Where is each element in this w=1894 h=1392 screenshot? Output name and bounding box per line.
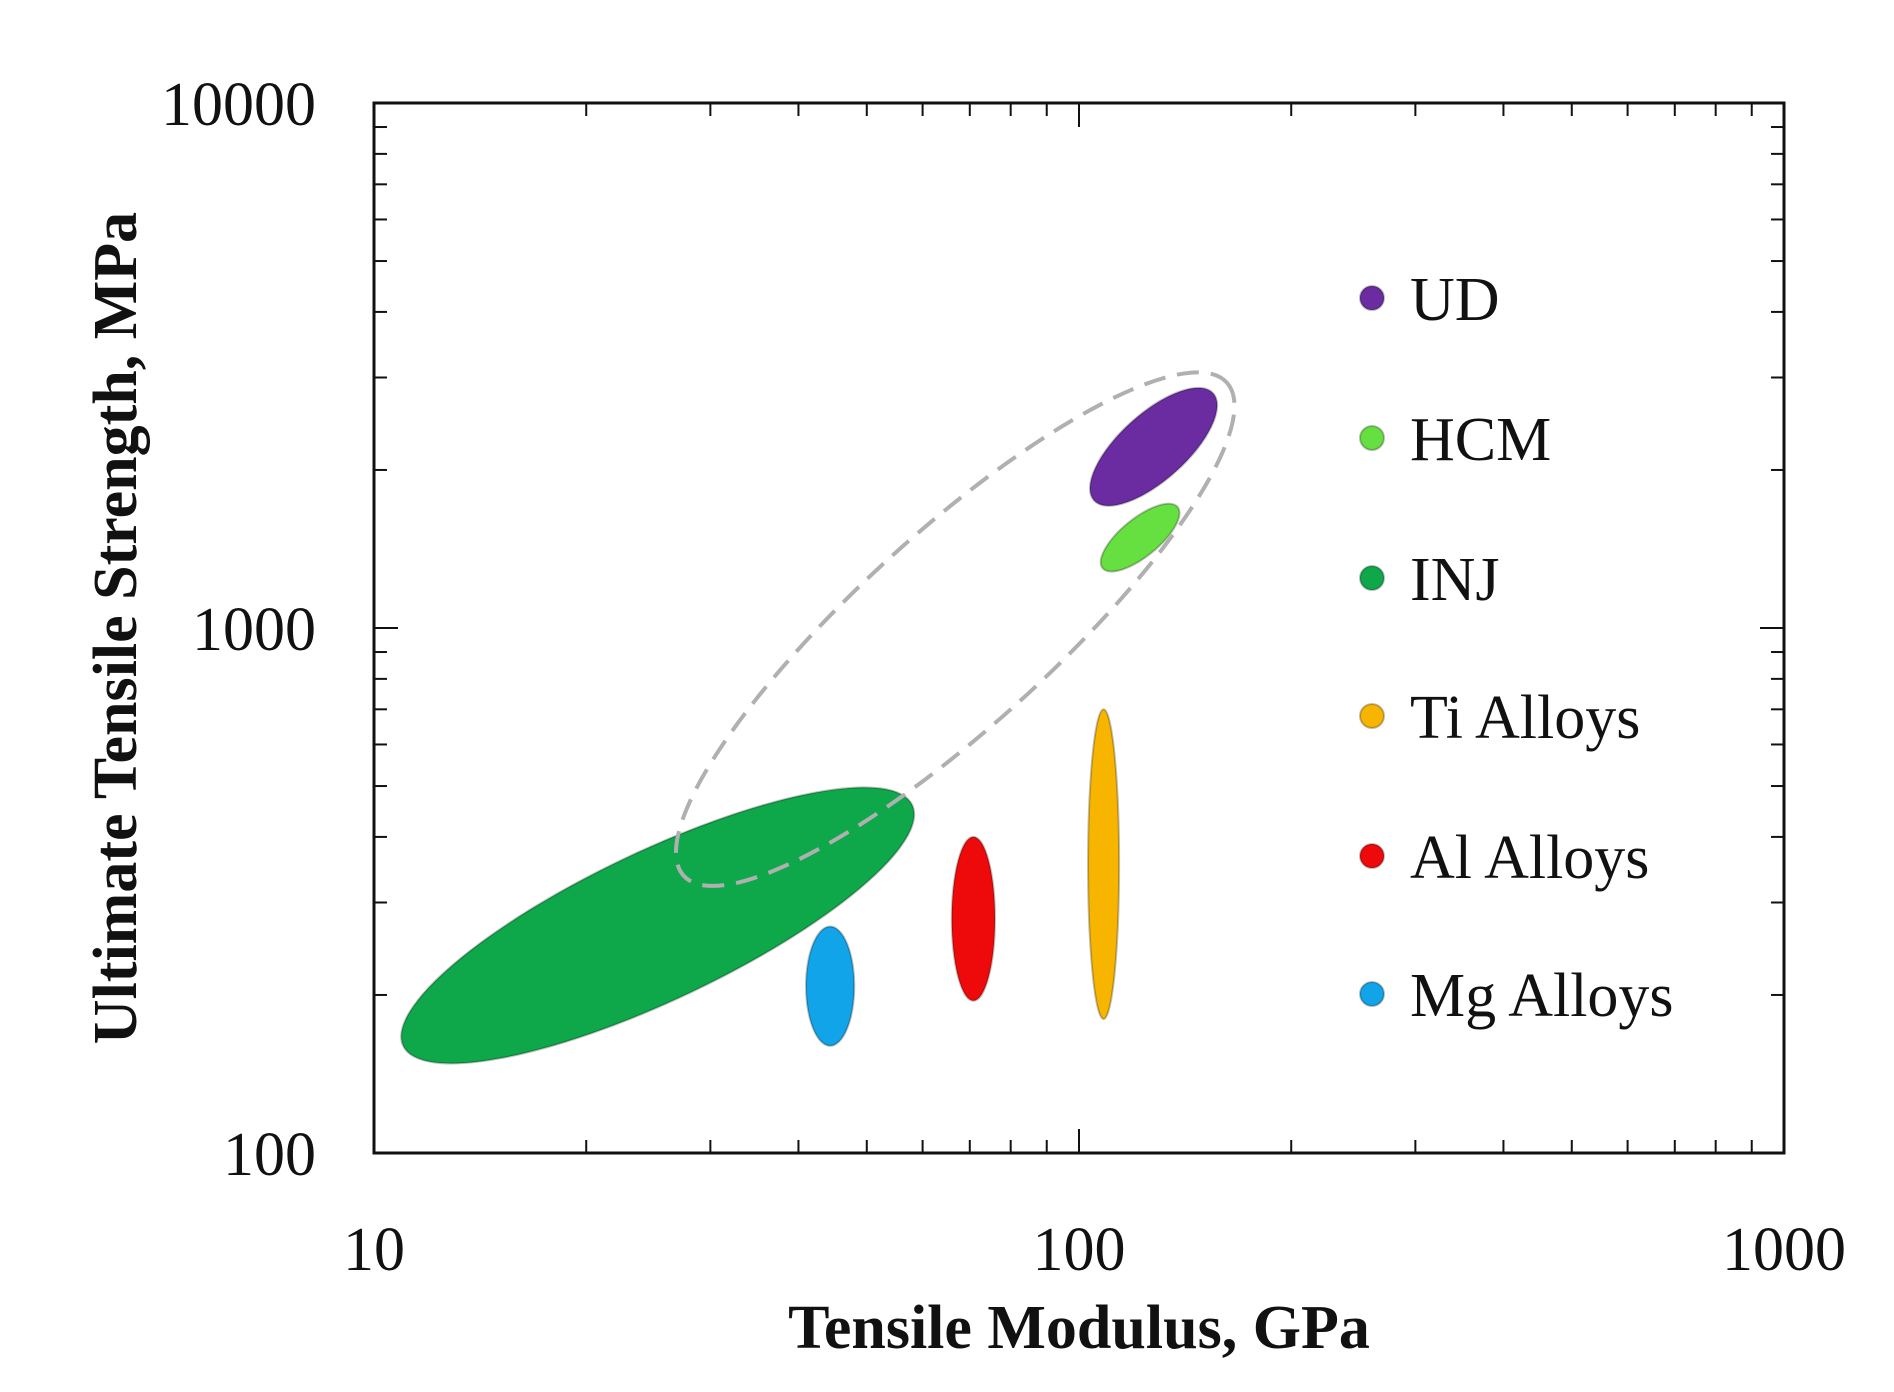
legend-item-mg-alloys: Mg Alloys	[1359, 962, 1674, 1030]
dashed-envelope	[673, 370, 1237, 888]
legend-marker-al-alloys	[1359, 843, 1385, 869]
y-tick-label-1000: 1000	[192, 596, 316, 664]
y-tick-label-10000: 10000	[161, 71, 316, 139]
legend-item-al-alloys: Al Alloys	[1359, 824, 1649, 892]
axis-ticks	[373, 103, 1784, 1154]
legend: UD HCM INJ Ti Alloys Al Alloys Mg Alloys	[1359, 266, 1674, 1030]
x-tick-label-1000: 1000	[1722, 1216, 1846, 1284]
legend-marker-mg-alloys	[1359, 981, 1385, 1007]
legend-marker-ti-alloys	[1359, 703, 1385, 729]
region-mg-alloys	[805, 925, 856, 1047]
legend-item-ud: UD	[1359, 266, 1500, 334]
region-hcm	[1099, 502, 1181, 573]
legend-label-mg-alloys: Mg Alloys	[1410, 962, 1674, 1030]
envelope-ellipse	[673, 370, 1237, 888]
legend-label-al-alloys: Al Alloys	[1410, 824, 1649, 892]
x-tick-label-10: 10	[343, 1216, 405, 1284]
legend-item-inj: INJ	[1359, 546, 1500, 614]
y-tick-label-100: 100	[223, 1121, 316, 1189]
y-axis-title: Ultimate Tensile Strength, MPa	[82, 212, 150, 1044]
legend-item-ti-alloys: Ti Alloys	[1359, 684, 1640, 752]
legend-label-ud: UD	[1410, 266, 1500, 334]
legend-label-ti-alloys: Ti Alloys	[1410, 684, 1640, 752]
x-axis-title: Tensile Modulus, GPa	[788, 1294, 1370, 1362]
legend-marker-inj	[1359, 565, 1385, 591]
x-tick-label-100: 100	[1033, 1216, 1126, 1284]
data-regions	[400, 386, 1219, 1065]
region-al-alloys	[950, 835, 996, 1002]
region-ud	[1088, 386, 1219, 507]
legend-item-hcm: HCM	[1359, 406, 1551, 474]
legend-marker-ud	[1359, 285, 1385, 311]
legend-label-inj: INJ	[1410, 546, 1500, 614]
region-inj	[400, 786, 916, 1065]
legend-label-hcm: HCM	[1410, 406, 1551, 474]
region-ti-alloys	[1087, 708, 1121, 1020]
legend-marker-hcm	[1359, 425, 1385, 451]
